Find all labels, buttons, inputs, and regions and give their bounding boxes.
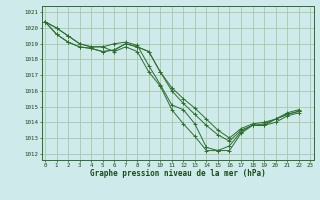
X-axis label: Graphe pression niveau de la mer (hPa): Graphe pression niveau de la mer (hPa)	[90, 169, 266, 178]
